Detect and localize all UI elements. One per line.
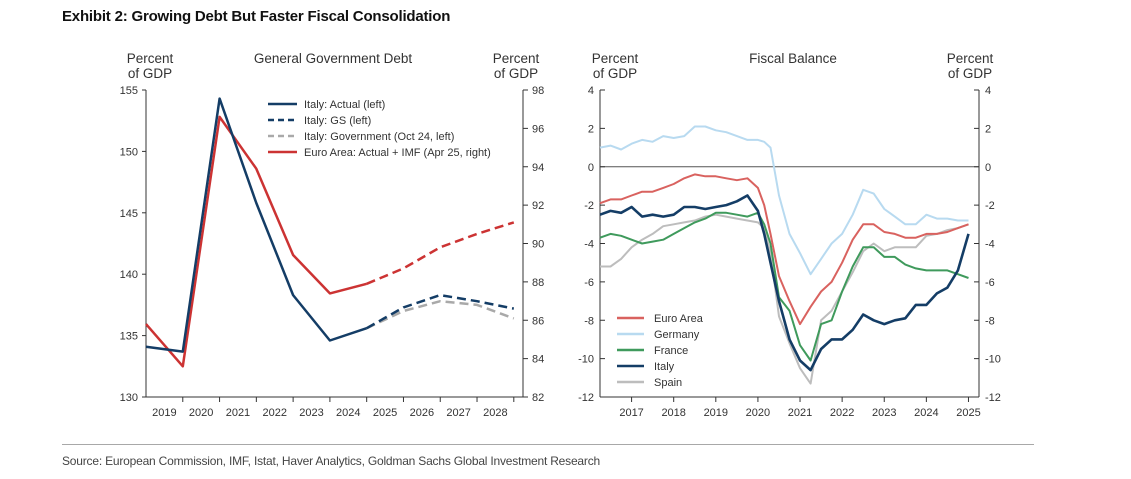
x-tick-label: 2025 — [373, 407, 397, 419]
x-tick-label: 2019 — [704, 407, 728, 419]
y-right-label: Percent — [493, 51, 540, 66]
fiscal-balance-chart: -12 -12 -10 -10 -8 -8 -6 -6 -4 -4 -2 -2 0 0 2 2 4 4 2017 20… — [578, 51, 1001, 419]
y-left-tick-label: -10 — [578, 354, 594, 366]
y-left-label: of GDP — [128, 66, 172, 81]
source-note: Source: European Commission, IMF, Istat,… — [62, 454, 600, 468]
y-left-tick-label: -2 — [584, 200, 594, 212]
y-left-tick-label: -12 — [578, 392, 594, 404]
y-right-tick-label: 2 — [985, 123, 991, 135]
x-tick-label: 2021 — [788, 407, 812, 419]
y-left-tick-label: 0 — [588, 162, 594, 174]
legend-label: Euro Area: Actual + IMF (Apr 25, right) — [304, 147, 491, 159]
y-left-tick-label: 4 — [588, 85, 594, 97]
x-tick-label: 2017 — [619, 407, 643, 419]
legend-label: Italy: Government (Oct 24, left) — [304, 131, 454, 143]
y-left-label: Percent — [127, 51, 174, 66]
y-right-tick-label: 4 — [985, 85, 991, 97]
x-tick-label: 2020 — [189, 407, 213, 419]
y-left-tick-label: -8 — [584, 315, 594, 327]
y-right-label: of GDP — [948, 66, 992, 81]
y-right-tick-label: 96 — [532, 123, 544, 135]
y-right-tick-label: 88 — [532, 277, 544, 289]
x-tick-label: 2025 — [956, 407, 980, 419]
y-right-tick-label: 90 — [532, 239, 544, 251]
y-right-tick-label: -4 — [985, 239, 995, 251]
y-right-tick-label: -10 — [985, 354, 1001, 366]
x-tick-label: 2028 — [483, 407, 507, 419]
y-right-label: of GDP — [494, 66, 538, 81]
y-left-tick-label: 140 — [120, 269, 138, 281]
series-line-italy-government-oct-24-left — [366, 299, 515, 330]
chart-title: Fiscal Balance — [749, 51, 837, 66]
y-right-tick-label: -8 — [985, 315, 995, 327]
series-line-euro-area-imf-projection-right — [366, 221, 515, 285]
y-right-label: Percent — [947, 51, 994, 66]
legend-label: Italy: Actual (left) — [304, 99, 385, 111]
y-right-tick-label: 92 — [532, 200, 544, 212]
y-right-tick-label: -2 — [985, 200, 995, 212]
y-left-tick-label: -6 — [584, 277, 594, 289]
legend-label: Spain — [654, 377, 682, 389]
legend-label: Germany — [654, 329, 700, 341]
footer-rule — [62, 444, 1034, 445]
legend-label: Italy: GS (left) — [304, 115, 371, 127]
x-tick-label: 2021 — [226, 407, 250, 419]
series-line-italy — [599, 194, 970, 372]
y-left-tick-label: 135 — [120, 331, 138, 343]
x-tick-label: 2022 — [830, 407, 854, 419]
x-tick-label: 2018 — [661, 407, 685, 419]
y-left-tick-label: 145 — [120, 208, 138, 220]
y-left-tick-label: 2 — [588, 123, 594, 135]
x-tick-label: 2027 — [446, 407, 470, 419]
y-left-tick-label: 130 — [120, 392, 138, 404]
y-right-tick-label: 86 — [532, 315, 544, 327]
y-left-tick-label: -4 — [584, 239, 594, 251]
x-tick-label: 2020 — [746, 407, 770, 419]
series-line-euro-area-actual-imf-apr-25-right — [145, 115, 368, 368]
figure: 130 135 140 145 150 155 82 84 86 88 90 92 94 96 98 2019… — [120, 51, 1001, 419]
x-tick-label: 2022 — [262, 407, 286, 419]
debt-chart: 130 135 140 145 150 155 82 84 86 88 90 92 94 96 98 2019… — [120, 51, 545, 419]
x-tick-label: 2024 — [914, 407, 938, 419]
legend-label: Euro Area — [654, 313, 704, 325]
series-line-italy-gs-left — [366, 293, 515, 330]
y-right-tick-label: 94 — [532, 162, 544, 174]
series-line-spain — [600, 213, 969, 385]
x-tick-label: 2023 — [872, 407, 896, 419]
x-tick-label: 2026 — [410, 407, 434, 419]
x-tick-label: 2019 — [152, 407, 176, 419]
y-right-tick-label: 0 — [985, 162, 991, 174]
series-line-italy-actual-left — [145, 97, 368, 353]
y-right-tick-label: 82 — [532, 392, 544, 404]
y-left-tick-label: 150 — [120, 146, 138, 158]
y-left-label: Percent — [592, 51, 639, 66]
x-tick-label: 2023 — [299, 407, 323, 419]
exhibit-title: Exhibit 2: Growing Debt But Faster Fisca… — [62, 8, 451, 25]
y-right-tick-label: 84 — [532, 354, 544, 366]
legend-label: France — [654, 345, 688, 357]
series-line-germany — [599, 125, 969, 276]
series-line-euro-area — [599, 173, 969, 326]
y-right-tick-label: -6 — [985, 277, 995, 289]
y-right-tick-label: -12 — [985, 392, 1001, 404]
chart-title: General Government Debt — [254, 51, 413, 66]
legend-label: Italy — [654, 361, 675, 373]
x-tick-label: 2024 — [336, 407, 360, 419]
y-left-tick-label: 155 — [120, 85, 138, 97]
y-left-label: of GDP — [593, 66, 637, 81]
y-right-tick-label: 98 — [532, 85, 544, 97]
